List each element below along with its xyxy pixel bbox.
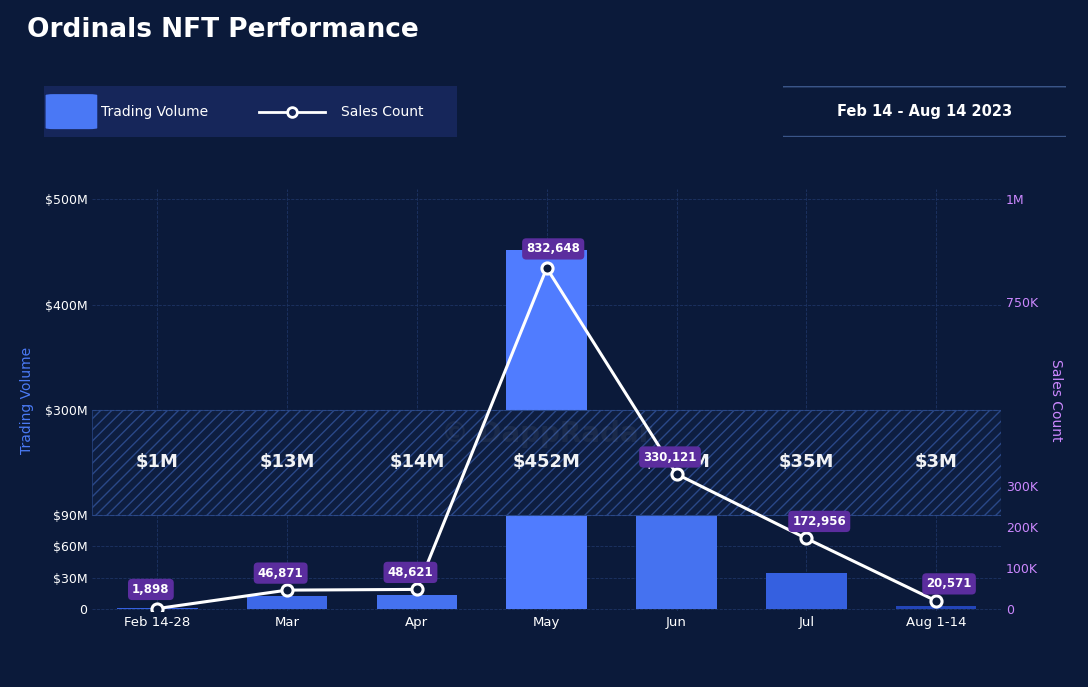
Text: Sales Count: Sales Count: [342, 104, 423, 119]
Text: 832,648: 832,648: [527, 243, 580, 256]
FancyBboxPatch shape: [775, 87, 1075, 137]
Bar: [118, 608, 198, 609]
Text: $452M: $452M: [512, 453, 581, 471]
Text: 330,121: 330,121: [643, 451, 696, 464]
Bar: [92, 409, 1001, 515]
FancyBboxPatch shape: [46, 94, 97, 129]
Bar: [376, 595, 457, 609]
Text: Trading Volume: Trading Volume: [101, 104, 209, 119]
Bar: [507, 250, 586, 609]
Text: 172,956: 172,956: [792, 515, 846, 528]
Y-axis label: Sales Count: Sales Count: [1049, 359, 1063, 442]
Text: $14M: $14M: [390, 453, 445, 471]
Text: $1M: $1M: [136, 453, 178, 471]
Text: Feb 14 - Aug 14 2023: Feb 14 - Aug 14 2023: [838, 104, 1012, 119]
Text: 1,898: 1,898: [132, 583, 170, 596]
Bar: [636, 507, 717, 609]
Text: Ordinals NFT Performance: Ordinals NFT Performance: [27, 17, 419, 43]
Text: $35M: $35M: [779, 453, 834, 471]
Bar: [895, 606, 976, 609]
Text: 46,871: 46,871: [258, 567, 304, 580]
Y-axis label: Trading Volume: Trading Volume: [20, 347, 34, 453]
Text: © DappRadar: © DappRadar: [441, 420, 653, 448]
Text: $3M: $3M: [915, 453, 957, 471]
Text: 20,571: 20,571: [926, 577, 972, 590]
Bar: [247, 596, 327, 609]
Text: 48,621: 48,621: [387, 566, 433, 579]
Text: $106M: $106M: [643, 453, 710, 471]
Bar: [766, 572, 846, 609]
FancyBboxPatch shape: [27, 84, 473, 139]
Text: $13M: $13M: [259, 453, 314, 471]
